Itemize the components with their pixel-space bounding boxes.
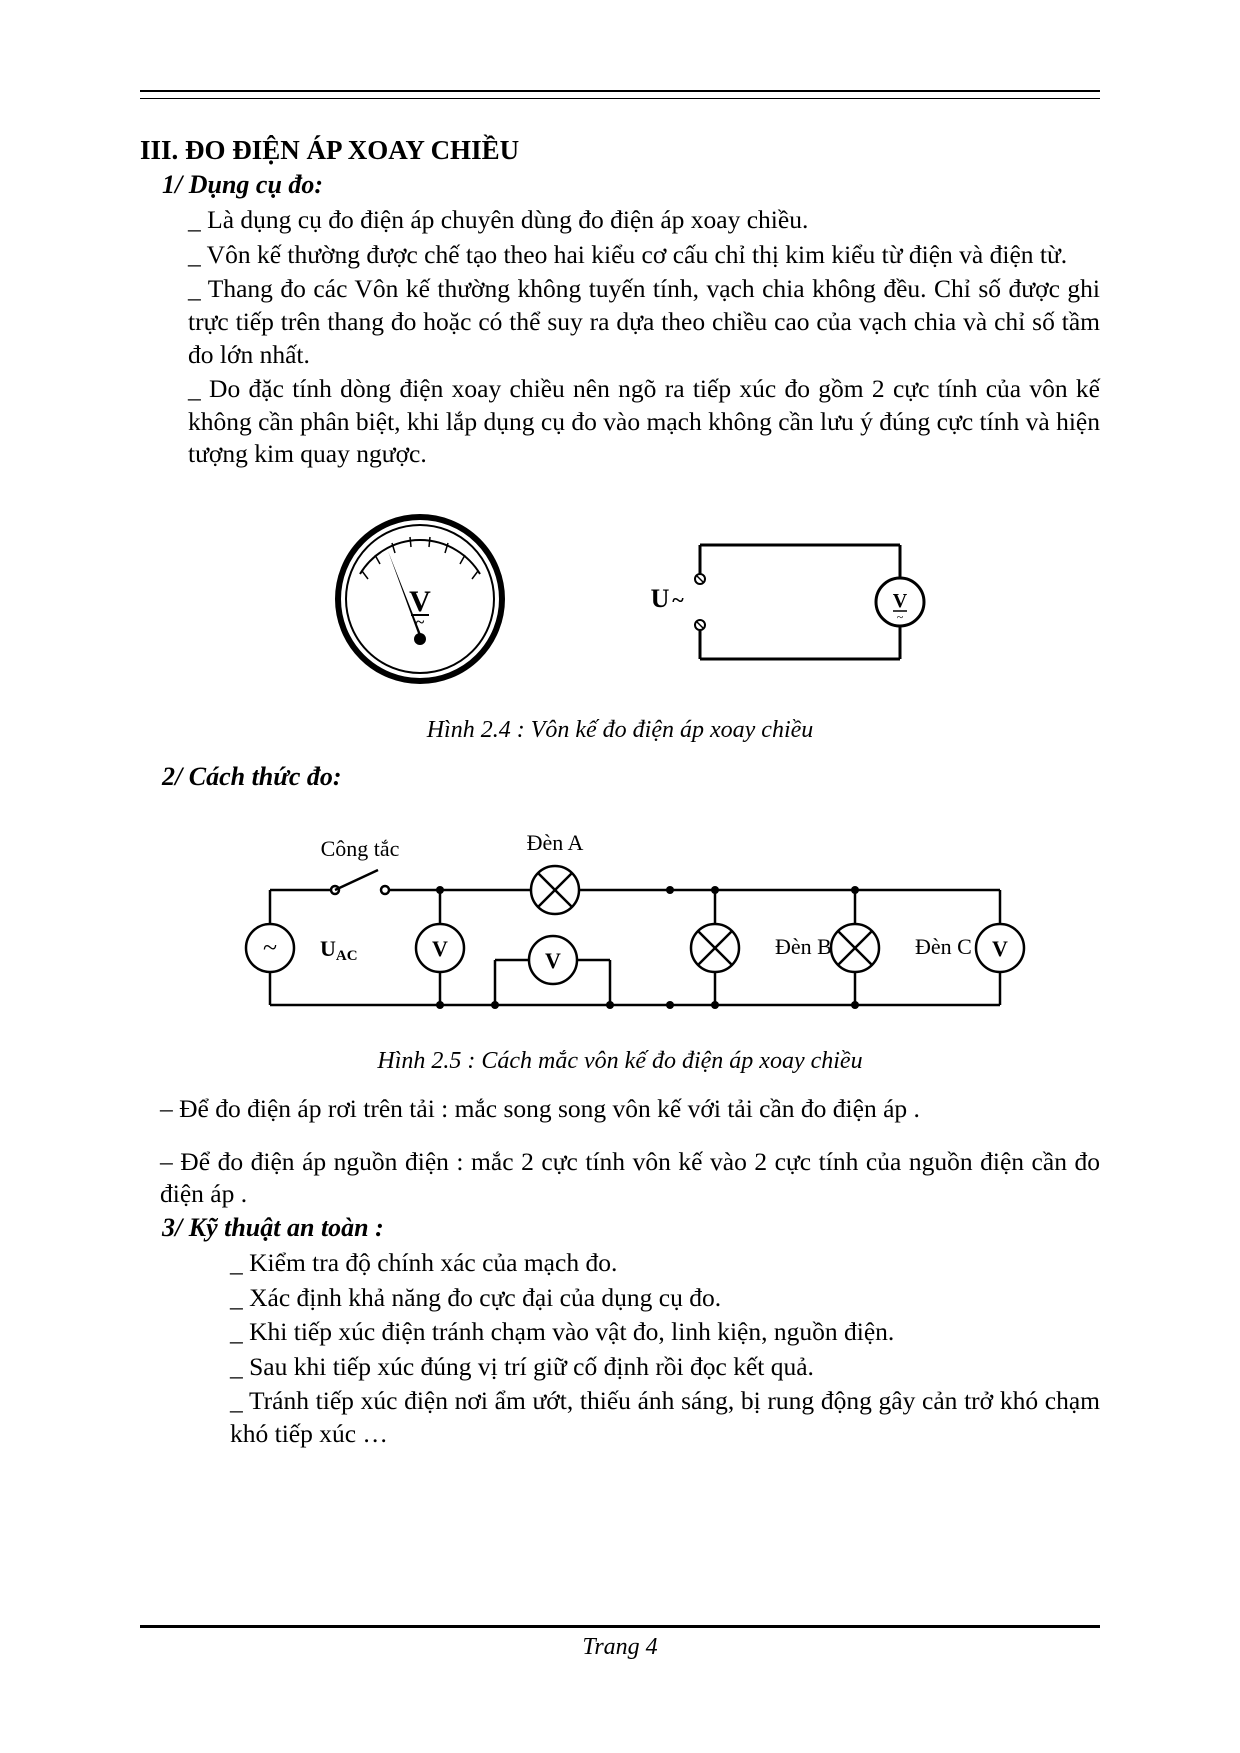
figure-2: ~ UAC Công tắc Đèn A V	[140, 820, 1100, 1075]
v-meter-2: V	[545, 948, 561, 973]
lamp-a-label: Đèn A	[527, 830, 584, 855]
figure-1-caption: Hình 2.4 : Vôn kế đo điện áp xoay chiều	[140, 717, 1100, 744]
v-meter-3: V	[992, 936, 1008, 961]
paragraph-6: – Để đo điện áp nguồn điện : mắc 2 cực t…	[160, 1146, 1100, 1211]
safety-2: _ Xác định khả năng đo cực đại của dụng …	[230, 1282, 1100, 1315]
svg-text:~: ~	[897, 610, 904, 624]
switch-label: Công tắc	[321, 836, 400, 861]
paragraph-2: _ Vôn kế thường được chế tạo theo hai ki…	[188, 239, 1100, 272]
uac-label: UAC	[320, 936, 358, 964]
ac-symbol: ~	[263, 933, 277, 962]
figure-2-caption: Hình 2.5 : Cách mắc vôn kế đo điện áp xo…	[140, 1048, 1100, 1075]
page-number: Trang 4	[140, 1634, 1100, 1661]
paragraph-1: _ Là dụng cụ đo điện áp chuyên dùng đo đ…	[188, 204, 1100, 237]
bottom-rule-thick	[140, 1626, 1100, 1628]
u-label: U	[651, 584, 670, 613]
sub2-title: Cách thức đo:	[189, 762, 342, 791]
page-footer: Trang 4	[140, 1621, 1100, 1661]
safety-3: _ Khi tiếp xúc điện tránh chạm vào vật đ…	[230, 1316, 1100, 1349]
svg-text:~: ~	[416, 614, 425, 631]
svg-text:~: ~	[672, 587, 684, 612]
circuit-diagram-icon: ~ UAC Công tắc Đèn A V	[210, 820, 1030, 1030]
sub2-num: 2/	[162, 762, 189, 791]
lamp-c-label: Đèn C	[915, 934, 972, 959]
v-meter-1: V	[432, 936, 448, 961]
paragraph-4: _ Do đặc tính dòng điện xoay chiều nên n…	[188, 373, 1100, 471]
meter-v-label: V	[893, 590, 908, 612]
section-number: III.	[140, 135, 178, 165]
paragraph-3: _ Thang đo các Vôn kế thường không tuyến…	[188, 273, 1100, 371]
subheading-1: 1/ Dụng cụ đo:	[162, 170, 1100, 200]
figure-1: V ~ U ~ V ~ Hình 2.4 :	[140, 499, 1100, 744]
top-rule-thin	[140, 98, 1100, 99]
section-title: III. ĐO ĐIỆN ÁP XOAY CHIỀU	[140, 135, 1100, 166]
sub1-num: 1/	[162, 170, 189, 199]
paragraph-5: – Để đo điện áp rơi trên tải : mắc song …	[160, 1093, 1100, 1126]
sub3-num: 3/	[162, 1213, 189, 1242]
section-title-text: ĐO ĐIỆN ÁP XOAY CHIỀU	[185, 135, 519, 165]
page-content: III. ĐO ĐIỆN ÁP XOAY CHIỀU 1/ Dụng cụ đo…	[140, 90, 1100, 1643]
safety-5: _ Tránh tiếp xúc điện nơi ẩm ướt, thiếu …	[230, 1385, 1100, 1450]
voltmeter-diagram-icon: V ~ U ~ V ~	[300, 499, 940, 699]
safety-1: _ Kiểm tra độ chính xác của mạch đo.	[230, 1247, 1100, 1280]
subheading-2: 2/ Cách thức đo:	[162, 762, 1100, 792]
sub3-title: Kỹ thuật an toàn :	[189, 1213, 384, 1242]
safety-4: _ Sau khi tiếp xúc đúng vị trí giữ cố đị…	[230, 1351, 1100, 1384]
lamp-b-label: Đèn B	[775, 934, 832, 959]
sub1-title: Dụng cụ đo:	[189, 170, 323, 199]
top-rule-thick	[140, 90, 1100, 92]
subheading-3: 3/ Kỹ thuật an toàn :	[162, 1213, 1100, 1243]
